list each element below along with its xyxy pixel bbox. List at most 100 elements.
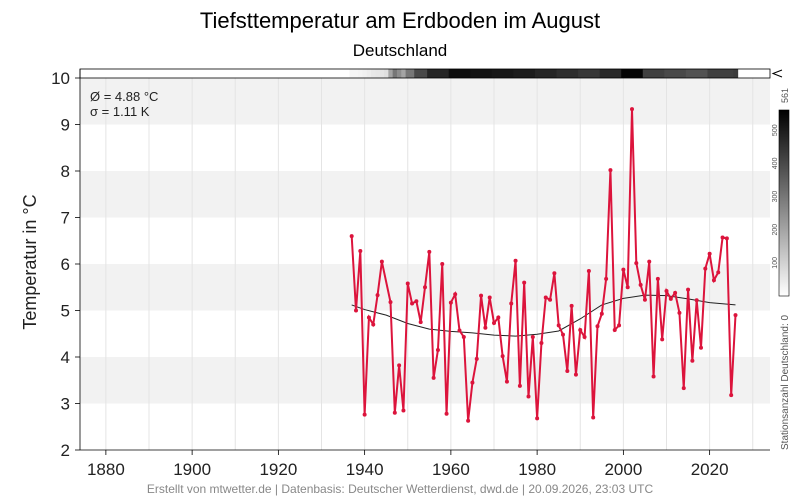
data-point: [720, 235, 725, 240]
station-strip-cell: [379, 69, 385, 78]
data-point: [371, 322, 376, 327]
station-strip-cell: [733, 69, 739, 78]
station-strip-cell: [448, 69, 471, 78]
data-point: [604, 276, 609, 281]
data-point: [354, 308, 358, 313]
data-point: [448, 300, 453, 305]
x-tick-label: 1960: [432, 460, 470, 479]
data-point: [660, 337, 665, 342]
station-count-label: Stationsanzahl Deutschland: 0: [780, 314, 791, 450]
y-tick-label: 8: [61, 162, 70, 181]
data-point: [388, 300, 393, 305]
station-strip-cell: [685, 69, 708, 78]
data-point: [561, 332, 565, 337]
data-point: [638, 282, 643, 287]
data-point: [517, 383, 522, 388]
data-point: [453, 292, 458, 297]
station-strip-cell: [578, 69, 601, 78]
data-point: [418, 320, 423, 325]
data-point: [504, 379, 509, 384]
y-tick-label: 9: [61, 116, 70, 135]
station-strip-cell: [396, 69, 402, 78]
data-point: [612, 328, 617, 333]
horizontal-band: [80, 171, 770, 218]
data-point: [405, 281, 410, 286]
data-point: [703, 266, 708, 271]
data-point: [694, 298, 699, 303]
x-tick-label: 2020: [691, 460, 729, 479]
colorbar-tick-label: 400: [772, 157, 779, 169]
station-strip-cell: [405, 69, 415, 78]
data-point: [617, 323, 622, 328]
colorbar-tick-label: 500: [772, 124, 779, 136]
station-strip-cell: [491, 69, 514, 78]
data-point: [440, 262, 445, 266]
data-point: [548, 297, 553, 302]
y-tick-label: 3: [61, 395, 70, 414]
data-point: [362, 412, 367, 417]
data-point: [724, 236, 729, 241]
data-point: [608, 168, 613, 173]
colorbar-tick-label: 200: [772, 224, 779, 236]
station-strip-cell: [534, 69, 558, 78]
data-point: [414, 299, 419, 304]
stats-box: Ø = 4.88 °C σ = 1.11 K: [90, 89, 158, 119]
strip-pointer-icon: [771, 69, 783, 78]
data-point: [483, 325, 488, 330]
y-tick-label: 10: [51, 69, 70, 88]
data-point: [647, 259, 652, 264]
station-strip-cell: [371, 69, 376, 78]
station-strip-cell: [414, 69, 428, 78]
data-point: [457, 328, 462, 333]
y-axis-ticks: 2 3 4 5 6 7 8 9 10: [51, 69, 80, 460]
stats-mean: Ø = 4.88 °C: [90, 89, 158, 104]
colorbar-tick-label: 100: [772, 257, 779, 269]
horizontal-band: [80, 78, 770, 125]
data-point: [578, 328, 583, 333]
x-tick-label: 1980: [518, 460, 556, 479]
station-strip-cell: [358, 69, 363, 78]
x-tick-label: 2000: [604, 460, 642, 479]
data-point: [522, 280, 527, 285]
data-point: [470, 380, 475, 385]
data-point: [366, 315, 371, 320]
station-colorbar: [778, 109, 790, 297]
data-point: [349, 234, 354, 239]
data-point: [642, 297, 647, 302]
data-point: [699, 345, 703, 350]
station-strip-cell: [707, 69, 734, 78]
data-point: [461, 335, 466, 340]
data-point: [707, 251, 712, 256]
data-point: [509, 301, 514, 306]
station-strip-cell: [362, 69, 368, 78]
data-point: [375, 293, 380, 298]
data-point: [392, 410, 397, 415]
data-point: [668, 296, 673, 301]
data-point: [655, 276, 660, 281]
data-point: [733, 313, 738, 318]
data-point: [539, 341, 544, 346]
y-tick-label: 4: [61, 348, 70, 367]
station-strip-cell: [642, 69, 665, 78]
station-strip-cell: [621, 69, 644, 78]
data-point: [591, 415, 596, 420]
data-point: [526, 394, 531, 399]
data-point: [651, 374, 656, 379]
station-strip-cell: [392, 69, 398, 78]
data-point: [677, 310, 682, 315]
station-strip-cell: [375, 69, 381, 78]
data-point: [474, 356, 479, 361]
data-point: [681, 386, 686, 391]
data-point: [397, 363, 402, 368]
data-point: [479, 293, 484, 298]
station-strip-cell: [470, 69, 493, 78]
y-tick-label: 7: [61, 209, 70, 228]
data-point: [379, 259, 384, 264]
data-point: [711, 278, 716, 283]
x-axis-ticks: 1880 1900 1920 1940 1960 1980 2000 2020: [87, 450, 729, 479]
data-point: [543, 295, 548, 300]
data-point: [634, 261, 639, 266]
data-point: [573, 372, 578, 377]
y-tick-label: 2: [61, 441, 70, 460]
